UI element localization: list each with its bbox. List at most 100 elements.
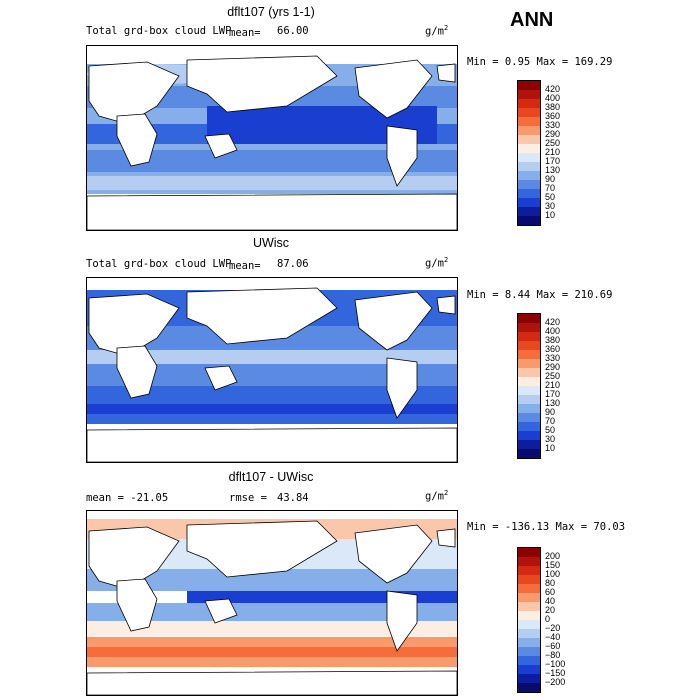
colorbar-label: 130: [545, 165, 561, 175]
colorbar-swatch: [518, 117, 540, 126]
panel-2-title: UWisc: [252, 236, 290, 250]
colorbar-label: 170: [545, 156, 561, 166]
colorbar-label: 150: [545, 560, 561, 570]
colorbar-label: −60: [545, 641, 561, 651]
colorbar-label: 400: [545, 326, 561, 336]
panel-3-subtropic-neg: [87, 569, 457, 591]
colorbar-label: 400: [545, 93, 561, 103]
colorbar-swatch: [518, 683, 540, 692]
panel-2-south-tropic-band: [87, 364, 457, 386]
colorbar-swatch: [518, 377, 540, 386]
colorbar-label: 360: [545, 344, 561, 354]
colorbar-swatch: [518, 314, 540, 323]
colorbar-label: 10: [545, 443, 556, 453]
panel-2-equator-band: [87, 350, 457, 364]
panel-2-land: [87, 287, 457, 462]
colorbar-label: 100: [545, 569, 561, 579]
panel-2-map-svg: [87, 278, 457, 462]
colorbar-label: 130: [545, 398, 561, 408]
panel-2-map: [86, 277, 458, 463]
colorbar-label: 30: [545, 201, 556, 211]
panel-3-minmax: Min = -136.13 Max = 70.03: [467, 521, 626, 533]
colorbar-swatch: [518, 431, 540, 440]
colorbar-swatch: [518, 548, 540, 557]
colorbar-label: 40: [545, 596, 556, 606]
panel-3-mean: mean = -21.05: [86, 492, 169, 504]
panel-2-mean-value: 87.06: [277, 258, 309, 270]
colorbar-label: 50: [545, 192, 556, 202]
panel-1-mean-value: 66.00: [277, 25, 309, 37]
colorbar-swatch: [518, 171, 540, 180]
colorbar-swatch: [518, 656, 540, 665]
colorbar-swatch: [518, 602, 540, 611]
panel-1-colorbar: [517, 80, 541, 226]
colorbar-swatch: [518, 198, 540, 207]
season-label: ANN: [510, 9, 554, 31]
colorbar-swatch: [518, 647, 540, 656]
colorbar-swatch: [518, 332, 540, 341]
panel-1-units: g/m2: [425, 24, 449, 38]
panel-2-mean-label: mean=: [229, 260, 261, 272]
panel-1-land: [87, 55, 457, 230]
colorbar-swatch: [518, 153, 540, 162]
panel-1-map: [86, 45, 458, 231]
colorbar-label: 420: [545, 317, 561, 327]
colorbar-label: 90: [545, 407, 556, 417]
panel-3-map-svg: [87, 511, 457, 695]
colorbar-label: 10: [545, 210, 556, 220]
panel-1-southern-ocean: [87, 176, 457, 190]
colorbar-swatch: [518, 404, 540, 413]
panel-3-map: [86, 510, 458, 696]
colorbar-label: 200: [545, 551, 561, 561]
colorbar-label: −80: [545, 650, 561, 660]
colorbar-label: 70: [545, 183, 556, 193]
colorbar-label: −40: [545, 632, 561, 642]
panel-3-title: dflt107 - UWisc: [228, 470, 314, 484]
colorbar-swatch: [518, 422, 540, 431]
colorbar-swatch: [518, 350, 540, 359]
colorbar-swatch: [518, 638, 540, 647]
colorbar-swatch: [518, 99, 540, 108]
colorbar-swatch: [518, 108, 540, 117]
panel-2-variable-label: Total grd-box cloud LWP: [86, 258, 232, 270]
colorbar-label: 20: [545, 605, 556, 615]
colorbar-swatch: [518, 162, 540, 171]
colorbar-label: 330: [545, 120, 561, 130]
colorbar-swatch: [518, 90, 540, 99]
panel-2-minmax: Min = 8.44 Max = 210.69: [467, 289, 613, 301]
colorbar-label: −200: [545, 677, 566, 687]
panel-1-title: dflt107 (yrs 1-1): [227, 5, 315, 19]
colorbar-label: 210: [545, 147, 561, 157]
colorbar-swatch: [518, 413, 540, 422]
colorbar-label: 290: [545, 129, 561, 139]
colorbar-swatch: [518, 629, 540, 638]
colorbar-swatch: [518, 584, 540, 593]
colorbar-label: 250: [545, 371, 561, 381]
colorbar-swatch: [518, 593, 540, 602]
panel-3-colorbar: [517, 547, 541, 693]
panel-3-units: g/m2: [425, 489, 449, 503]
colorbar-swatch: [518, 611, 540, 620]
colorbar-label: 330: [545, 353, 561, 363]
panel-1-south-band: [87, 150, 457, 172]
colorbar-swatch: [518, 144, 540, 153]
panel-3-south-neutral: [87, 621, 457, 637]
panel-2-units: g/m2: [425, 256, 449, 270]
colorbar-swatch: [518, 440, 540, 449]
colorbar-swatch: [518, 566, 540, 575]
colorbar-label: 50: [545, 425, 556, 435]
colorbar-label: 250: [545, 138, 561, 148]
colorbar-swatch: [518, 207, 540, 216]
colorbar-swatch: [518, 341, 540, 350]
colorbar-swatch: [518, 359, 540, 368]
colorbar-label: 210: [545, 380, 561, 390]
colorbar-label: −150: [545, 668, 566, 678]
colorbar-swatch: [518, 189, 540, 198]
colorbar-swatch: [518, 557, 540, 566]
colorbar-label: 170: [545, 389, 561, 399]
colorbar-label: 420: [545, 84, 561, 94]
panel-1-mean-label: mean=: [229, 27, 261, 39]
colorbar-swatch: [518, 323, 540, 332]
colorbar-swatch: [518, 216, 540, 225]
colorbar-swatch: [518, 135, 540, 144]
